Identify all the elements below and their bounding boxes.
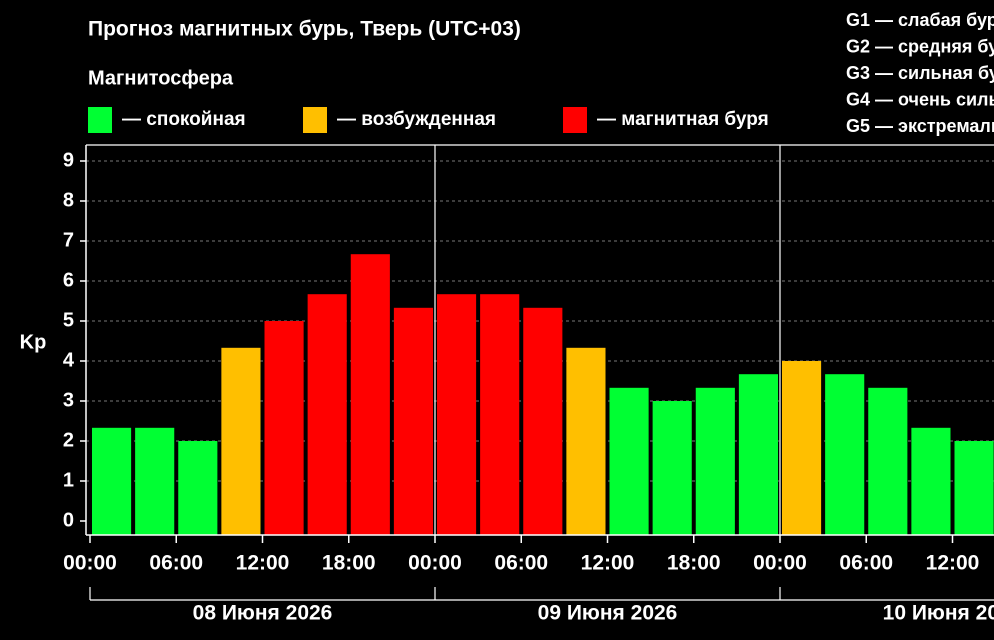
bar (695, 387, 735, 535)
y-tick-label: 1 (63, 469, 74, 491)
x-tick-label: 00:00 (408, 552, 462, 575)
x-tick-label: 00:00 (63, 552, 117, 575)
bar (178, 441, 218, 535)
x-tick-label: 12:00 (236, 552, 290, 575)
legend-swatch (88, 107, 112, 133)
bar (782, 361, 822, 535)
x-tick-label: 18:00 (322, 552, 376, 575)
y-tick-label: 0 (63, 509, 74, 531)
y-tick-label: 7 (63, 229, 74, 251)
bar (911, 427, 951, 535)
bar (135, 427, 175, 535)
bar (221, 347, 261, 535)
bar (868, 387, 908, 535)
legend-swatch (303, 107, 327, 133)
bar (954, 441, 994, 535)
legend-label: — возбужденная (337, 109, 496, 130)
bar (609, 387, 649, 535)
bar (523, 307, 563, 535)
legend-label: — магнитная буря (597, 109, 769, 130)
y-tick-label: 4 (63, 349, 75, 371)
bar (92, 427, 132, 535)
storm-scale-text: G5 — экстремальная буря (846, 116, 994, 136)
bar (480, 294, 520, 535)
bar (652, 401, 692, 535)
x-tick-label: 06:00 (494, 552, 548, 575)
bar (566, 347, 606, 535)
x-tick-label: 12:00 (581, 552, 635, 575)
bar (307, 294, 347, 535)
legend-swatch (563, 107, 587, 133)
y-tick-label: 2 (63, 429, 74, 451)
storm-scale-text: G1 — слабая буря (846, 10, 994, 30)
bar (350, 254, 390, 535)
y-axis-label: Kp (20, 331, 47, 353)
y-tick-label: 5 (63, 309, 74, 331)
storm-scale-text: G3 — сильная буря (846, 63, 994, 83)
day-label: 10 Июня 2026 (883, 602, 994, 625)
y-tick-label: 8 (63, 189, 74, 211)
bar (437, 294, 477, 535)
legend-label: — спокойная (122, 109, 246, 130)
storm-scale-text: G2 — средняя буря (846, 36, 994, 56)
chart-title: Прогноз магнитных бурь, Тверь (UTC+03) (88, 18, 521, 41)
day-label: 08 Июня 2026 (193, 602, 333, 625)
bar (393, 307, 433, 535)
storm-scale-text: G4 — очень сильная буря (846, 89, 994, 109)
x-tick-label: 00:00 (753, 552, 807, 575)
day-label: 09 Июня 2026 (538, 602, 678, 625)
x-tick-label: 06:00 (839, 552, 893, 575)
chart-subtitle: Магнитосфера (88, 67, 234, 89)
x-tick-label: 06:00 (149, 552, 203, 575)
x-tick-label: 12:00 (926, 552, 980, 575)
y-tick-label: 6 (63, 269, 74, 291)
x-tick-label: 18:00 (667, 552, 721, 575)
y-tick-label: 9 (63, 149, 74, 171)
bar (825, 374, 865, 535)
bar (738, 374, 778, 535)
y-tick-label: 3 (63, 389, 74, 411)
bar (264, 321, 304, 535)
